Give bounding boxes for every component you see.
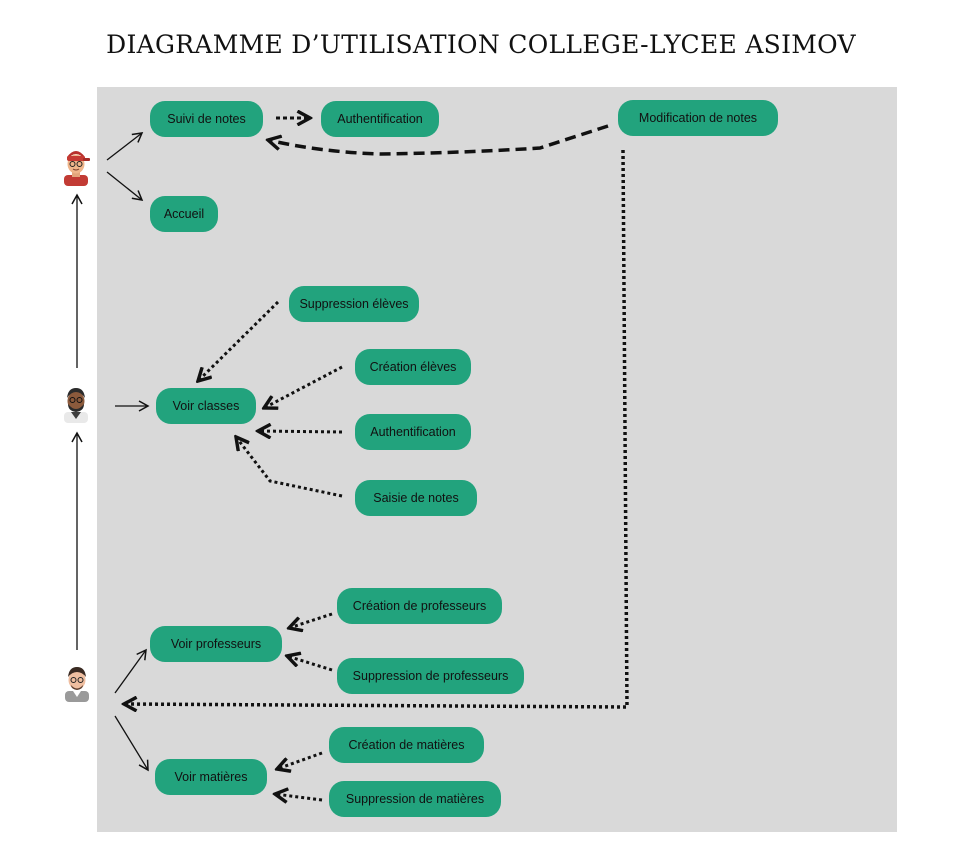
use-case-accueil[interactable]: Accueil	[150, 196, 218, 232]
use-case-suppression-professeurs[interactable]: Suppression de professeurs	[337, 658, 524, 694]
student-avatar-icon	[64, 151, 90, 186]
use-case-voir-professeurs[interactable]: Voir professeurs	[150, 626, 282, 662]
use-case-creation-matieres[interactable]: Création de matières	[329, 727, 484, 763]
use-case-authentification-mid[interactable]: Authentification	[355, 414, 471, 450]
use-case-creation-eleves[interactable]: Création élèves	[355, 349, 471, 385]
diagram-canvas	[97, 87, 897, 832]
use-case-voir-classes[interactable]: Voir classes	[156, 388, 256, 424]
use-case-modification-notes[interactable]: Modification de notes	[618, 100, 778, 136]
use-case-voir-matieres[interactable]: Voir matières	[155, 759, 267, 795]
teacher-avatar-icon	[64, 388, 88, 423]
use-case-saisie-notes[interactable]: Saisie de notes	[355, 480, 477, 516]
use-case-suppression-matieres[interactable]: Suppression de matières	[329, 781, 501, 817]
use-case-suivi-notes[interactable]: Suivi de notes	[150, 101, 263, 137]
admin-avatar-icon	[65, 667, 89, 702]
diagram-title: DIAGRAMME D’UTILISATION COLLEGE-LYCEE AS…	[106, 30, 856, 59]
use-case-suppression-eleves[interactable]: Suppression élèves	[289, 286, 419, 322]
use-case-creation-professeurs[interactable]: Création de professeurs	[337, 588, 502, 624]
use-case-authentification-top[interactable]: Authentification	[321, 101, 439, 137]
